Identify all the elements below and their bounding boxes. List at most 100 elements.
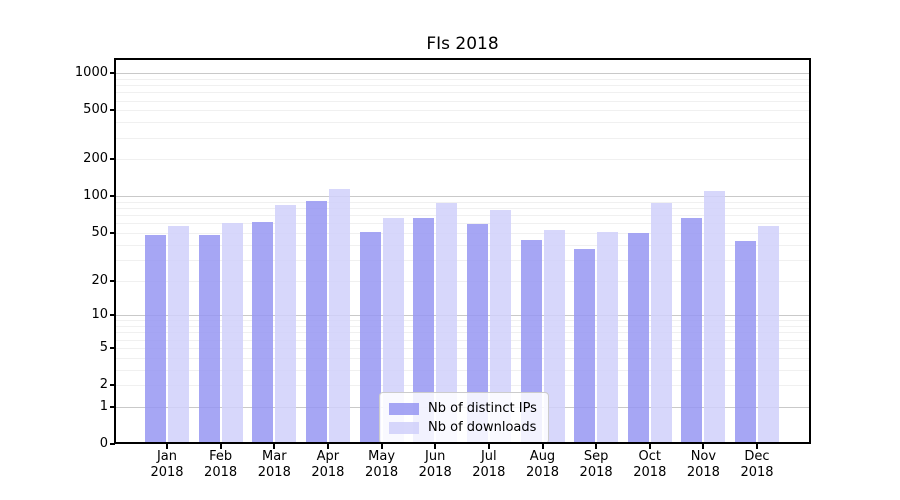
bar-downloads (436, 203, 458, 444)
bar-distinct-ips (735, 240, 756, 444)
legend-swatch-distinct-ips (389, 402, 419, 415)
x-tick-mark (273, 444, 276, 449)
y-tick-mark (110, 72, 115, 75)
x-tick-label: Nov 2018 (686, 449, 720, 480)
gridline-minor (115, 85, 810, 87)
x-tick-label: Aug 2018 (525, 449, 560, 480)
legend-label-downloads: Nb of downloads (428, 420, 537, 435)
y-tick-label: 50 (91, 225, 108, 240)
x-tick-label: Jan 2018 (150, 449, 184, 480)
y-tick-mark (110, 195, 115, 198)
legend-row-downloads: Nb of downloads (389, 418, 539, 437)
gridline-minor (115, 233, 810, 234)
bar-distinct-ips (413, 218, 435, 444)
gridline-minor (115, 385, 810, 386)
gridline-minor (115, 326, 810, 328)
y-tick-mark (110, 232, 115, 234)
gridline-major (115, 73, 810, 75)
gridline-minor (115, 357, 810, 359)
bar-distinct-ips (466, 224, 488, 444)
bar-downloads (275, 204, 297, 444)
x-tick-label: May 2018 (365, 449, 399, 480)
bar-downloads (221, 222, 243, 444)
gridline-minor (115, 259, 810, 261)
gridline-minor (115, 223, 810, 225)
x-tick-mark (756, 444, 758, 449)
bar-downloads (650, 203, 672, 444)
gridline-minor (115, 369, 810, 371)
gridline-minor (115, 280, 810, 282)
legend-row-distinct-ips: Nb of distinct IPs (389, 399, 539, 418)
y-tick-mark (110, 443, 115, 445)
bar-downloads (382, 217, 404, 444)
x-tick-mark (380, 444, 383, 449)
x-tick-mark (487, 444, 490, 449)
y-tick-mark (110, 314, 115, 317)
x-tick-mark (595, 444, 598, 449)
y-tick-mark (110, 384, 115, 386)
gridline-major (115, 196, 810, 198)
x-tick-label: Jun 2018 (418, 449, 452, 480)
gridline-minor (115, 347, 810, 349)
bar-downloads (168, 226, 189, 444)
gridline-minor (115, 201, 810, 203)
gridline-minor (115, 320, 810, 322)
y-tick-label: 1 (99, 398, 108, 414)
gridline-major (115, 315, 810, 317)
gridline-minor (115, 215, 810, 217)
bar-downloads (597, 231, 619, 444)
gridline-minor (115, 339, 810, 341)
x-tick-mark (648, 444, 651, 449)
gridline-minor (115, 244, 810, 246)
y-tick-label: 1000 (74, 65, 108, 81)
plot-area: Nb of distinct IPs Nb of downloads (115, 59, 810, 444)
x-tick-mark (702, 444, 705, 449)
y-tick-label: 20 (91, 272, 108, 288)
y-tick-label: 10 (91, 307, 108, 323)
y-tick-mark (110, 346, 115, 349)
x-tick-mark (434, 444, 437, 449)
x-tick-label: Dec 2018 (740, 449, 774, 480)
bar-distinct-ips (359, 231, 381, 444)
bar-distinct-ips (198, 235, 220, 444)
bar-downloads (758, 226, 779, 444)
y-tick-mark (110, 109, 115, 112)
x-tick-mark (166, 444, 168, 449)
gridline-minor (115, 332, 810, 334)
bar-distinct-ips (252, 221, 274, 444)
bar-downloads (543, 229, 565, 444)
x-tick-label: Apr 2018 (311, 449, 345, 480)
y-tick-label: 200 (83, 151, 108, 167)
y-tick-label: 100 (83, 188, 108, 204)
gridline-minor (115, 78, 810, 80)
y-tick-label: 2 (99, 377, 108, 392)
x-tick-mark (326, 444, 329, 449)
bar-distinct-ips (681, 217, 703, 444)
bar-downloads (704, 191, 726, 444)
bar-downloads (328, 188, 350, 444)
legend-swatch-downloads (389, 421, 419, 434)
gridline-minor (115, 100, 810, 102)
x-tick-mark (219, 444, 222, 449)
x-tick-label: Oct 2018 (633, 449, 667, 480)
bar-distinct-ips (574, 248, 596, 444)
bar-distinct-ips (145, 235, 166, 444)
y-tick-mark (110, 158, 115, 161)
x-tick-label: Jul 2018 (472, 449, 506, 480)
legend-label-distinct-ips: Nb of distinct IPs (428, 401, 537, 416)
gridline-minor (115, 122, 810, 124)
y-tick-label: 500 (83, 102, 108, 118)
gridline-minor (115, 159, 810, 161)
y-tick-mark (110, 279, 115, 282)
y-tick-label: 5 (99, 339, 108, 355)
y-tick-mark (110, 405, 115, 408)
y-tick-label: 0 (99, 436, 108, 451)
legend: Nb of distinct IPs Nb of downloads (379, 392, 549, 444)
bar-downloads (489, 210, 511, 444)
bar-distinct-ips (627, 233, 649, 444)
x-tick-label: Mar 2018 (257, 449, 291, 480)
gridline-minor (115, 137, 810, 139)
bar-distinct-ips (305, 200, 327, 444)
gridline-minor (115, 92, 810, 94)
